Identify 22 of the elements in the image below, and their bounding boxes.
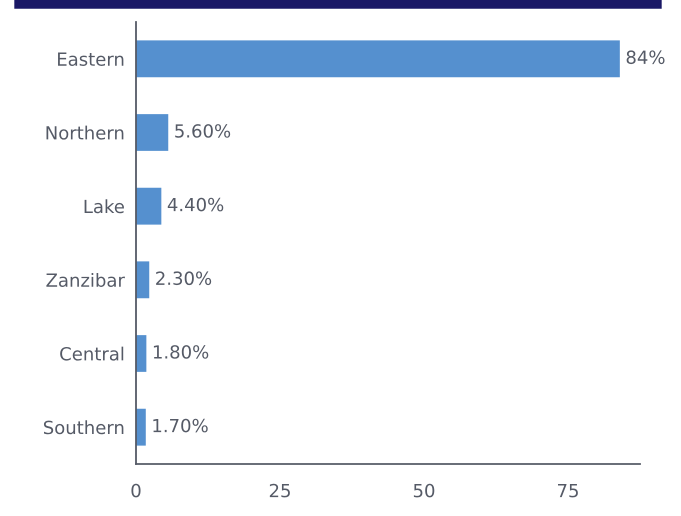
- x-tick-label: 75: [558, 484, 578, 498]
- data-label: 84%: [626, 50, 665, 64]
- y-tick-label: Zanzibar: [46, 272, 125, 287]
- y-tick-label: Eastern: [58, 52, 124, 66]
- data-label: 5.60%: [175, 124, 230, 138]
- y-tick-label: Lake: [84, 199, 124, 214]
- y-tick-label: Southern: [44, 420, 124, 434]
- bar: [136, 335, 146, 372]
- bar: [136, 40, 620, 78]
- data-label: 1.70%: [153, 418, 208, 432]
- x-tick-label: 0: [131, 484, 141, 498]
- bar: [136, 261, 150, 298]
- bar: [136, 114, 168, 151]
- bar: [136, 408, 146, 446]
- bar: [136, 188, 162, 225]
- data-label: 4.40%: [168, 198, 224, 212]
- y-tick-label: Central: [60, 346, 124, 361]
- y-tick-label: Northern: [46, 126, 124, 140]
- x-tick-label: 50: [414, 484, 434, 498]
- data-label: 2.30%: [156, 271, 212, 286]
- data-label: 1.80%: [154, 345, 208, 359]
- x-tick-label: 25: [270, 484, 290, 498]
